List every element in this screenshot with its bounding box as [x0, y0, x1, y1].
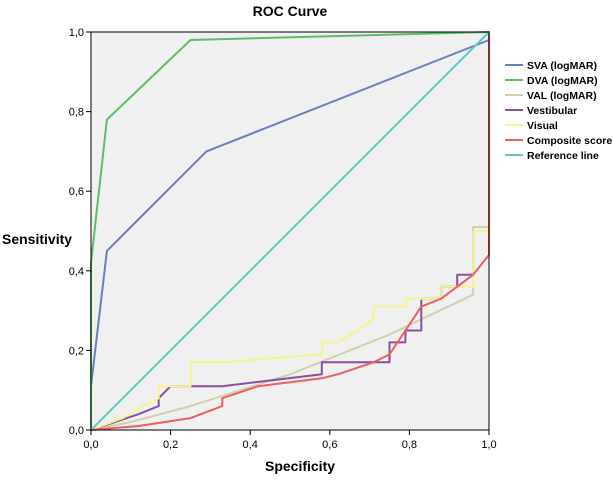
- legend-label-vestibular: Vestibular: [527, 105, 577, 117]
- legend-label-reference-line: Reference line: [527, 150, 599, 162]
- x-tick-label: 0,8: [402, 439, 417, 451]
- y-tick-label: 1,0: [69, 27, 84, 39]
- y-axis-label: Sensitivity: [2, 231, 72, 247]
- y-tick-label: 0,8: [69, 107, 84, 119]
- series-line-composite-score: [90, 31, 490, 431]
- legend: SVA (logMAR) DVA (logMAR) VAL (logMAR) Vest…: [505, 60, 612, 162]
- x-tick-label: 0,2: [163, 439, 178, 451]
- y-tick-label: 0,4: [69, 266, 84, 278]
- y-tick-label: 0,6: [69, 186, 84, 198]
- x-tick-label: 0,6: [322, 439, 337, 451]
- legend-label-sva-logmar: SVA (logMAR): [527, 60, 597, 72]
- legend-label-composite-score: Composite score: [527, 135, 612, 147]
- x-tick-label: 1,0: [481, 439, 496, 451]
- chart-title: ROC Curve: [253, 3, 328, 19]
- x-tick-label: 0,0: [83, 439, 98, 451]
- y-tick-label: 0,2: [69, 345, 84, 357]
- y-tick-label: 0,0: [69, 425, 84, 437]
- series-line-val-logmar: [90, 31, 490, 431]
- legend-label-dva-logmar: DVA (logMAR): [527, 75, 598, 87]
- axis-ticks: 0,0 0,2 0,4 0,6 0,8 1,0 0,0 0,2 0,4 0,6 0,8 1,0: [69, 27, 497, 451]
- legend-label-visual: Visual: [527, 120, 558, 132]
- series-line-vestibular: [90, 31, 490, 431]
- plot-frame: [90, 31, 490, 431]
- x-tick-label: 0,4: [243, 439, 258, 451]
- legend-label-val-logmar: VAL (logMAR): [527, 90, 597, 102]
- series-line-reference-line: [90, 31, 490, 431]
- x-axis-label: Specificity: [265, 458, 335, 474]
